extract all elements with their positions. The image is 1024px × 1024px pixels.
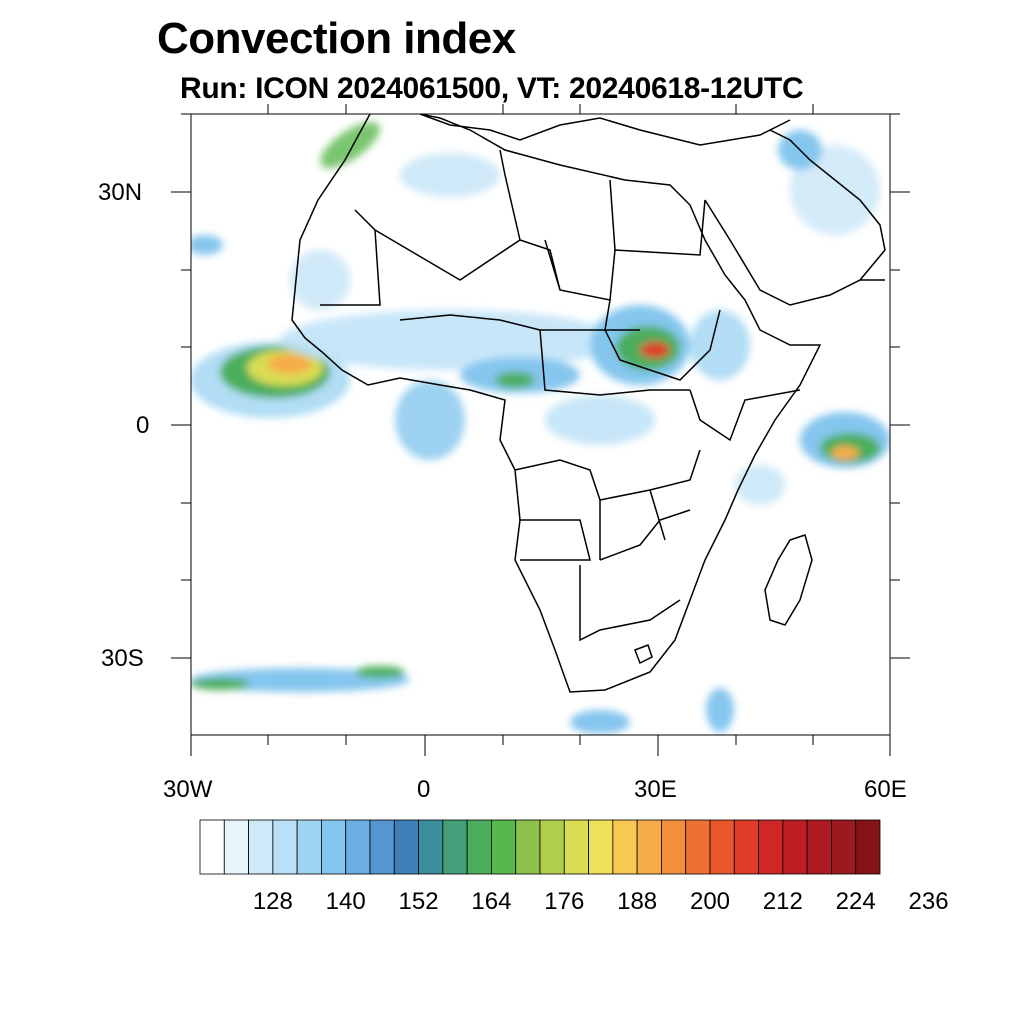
lon-label-0: 0 [417, 776, 431, 803]
colorbar-tick-label: 140 [325, 888, 366, 915]
colorbar [199, 819, 881, 875]
colorbar-swatch [733, 819, 759, 875]
lat-label-0: 0 [136, 412, 150, 439]
lon-label-60e: 60E [864, 776, 907, 803]
colorbar-swatch [831, 819, 857, 875]
axis-ticks [171, 104, 910, 756]
map-frame [190, 113, 891, 736]
colorbar-tick-label: 236 [908, 888, 949, 915]
colorbar-swatch [539, 819, 565, 875]
colorbar-swatch [223, 819, 249, 875]
colorbar-swatch [612, 819, 638, 875]
colorbar-swatch [466, 819, 492, 875]
colorbar-swatch [393, 819, 419, 875]
convection-field [191, 121, 890, 734]
colorbar-swatch [661, 819, 687, 875]
colorbar-swatch [515, 819, 541, 875]
colorbar-tick-label: 212 [762, 888, 803, 915]
colorbar-swatch [855, 819, 881, 875]
colorbar-swatch [636, 819, 662, 875]
colorbar-swatch [709, 819, 735, 875]
chart-title: Convection index [157, 14, 516, 63]
colorbar-swatch [272, 819, 298, 875]
colorbar-swatch [418, 819, 444, 875]
colorbar-swatch [806, 819, 832, 875]
colorbar-swatch [442, 819, 468, 875]
colorbar-tick-label: 224 [835, 888, 876, 915]
lat-label-30s: 30S [101, 645, 144, 672]
colorbar-tick-label: 188 [617, 888, 658, 915]
coastlines [291, 114, 886, 693]
colorbar-tick-label: 200 [689, 888, 731, 915]
colorbar-swatch [685, 819, 711, 875]
colorbar-tick-label: 176 [544, 888, 585, 915]
lat-label-30n: 30N [98, 179, 143, 206]
colorbar-tick-label: 152 [398, 888, 439, 915]
colorbar-swatch [588, 819, 614, 875]
colorbar-swatch [321, 819, 347, 875]
colorbar-swatch [345, 819, 371, 875]
lon-label-30e: 30E [634, 776, 677, 803]
colorbar-swatch [782, 819, 808, 875]
colorbar-swatch [758, 819, 784, 875]
colorbar-swatch [369, 819, 395, 875]
colorbar-swatch [491, 819, 517, 875]
chart-subtitle: Run: ICON 2024061500, VT: 20240618-12UTC [180, 72, 804, 105]
colorbar-swatch [563, 819, 589, 875]
colorbar-swatch [296, 819, 322, 875]
colorbar-tick-label: 128 [252, 888, 293, 915]
lon-label-30w: 30W [163, 776, 213, 803]
colorbar-tick-label: 164 [471, 888, 512, 915]
colorbar-swatch [199, 819, 225, 875]
colorbar-swatch [248, 819, 274, 875]
